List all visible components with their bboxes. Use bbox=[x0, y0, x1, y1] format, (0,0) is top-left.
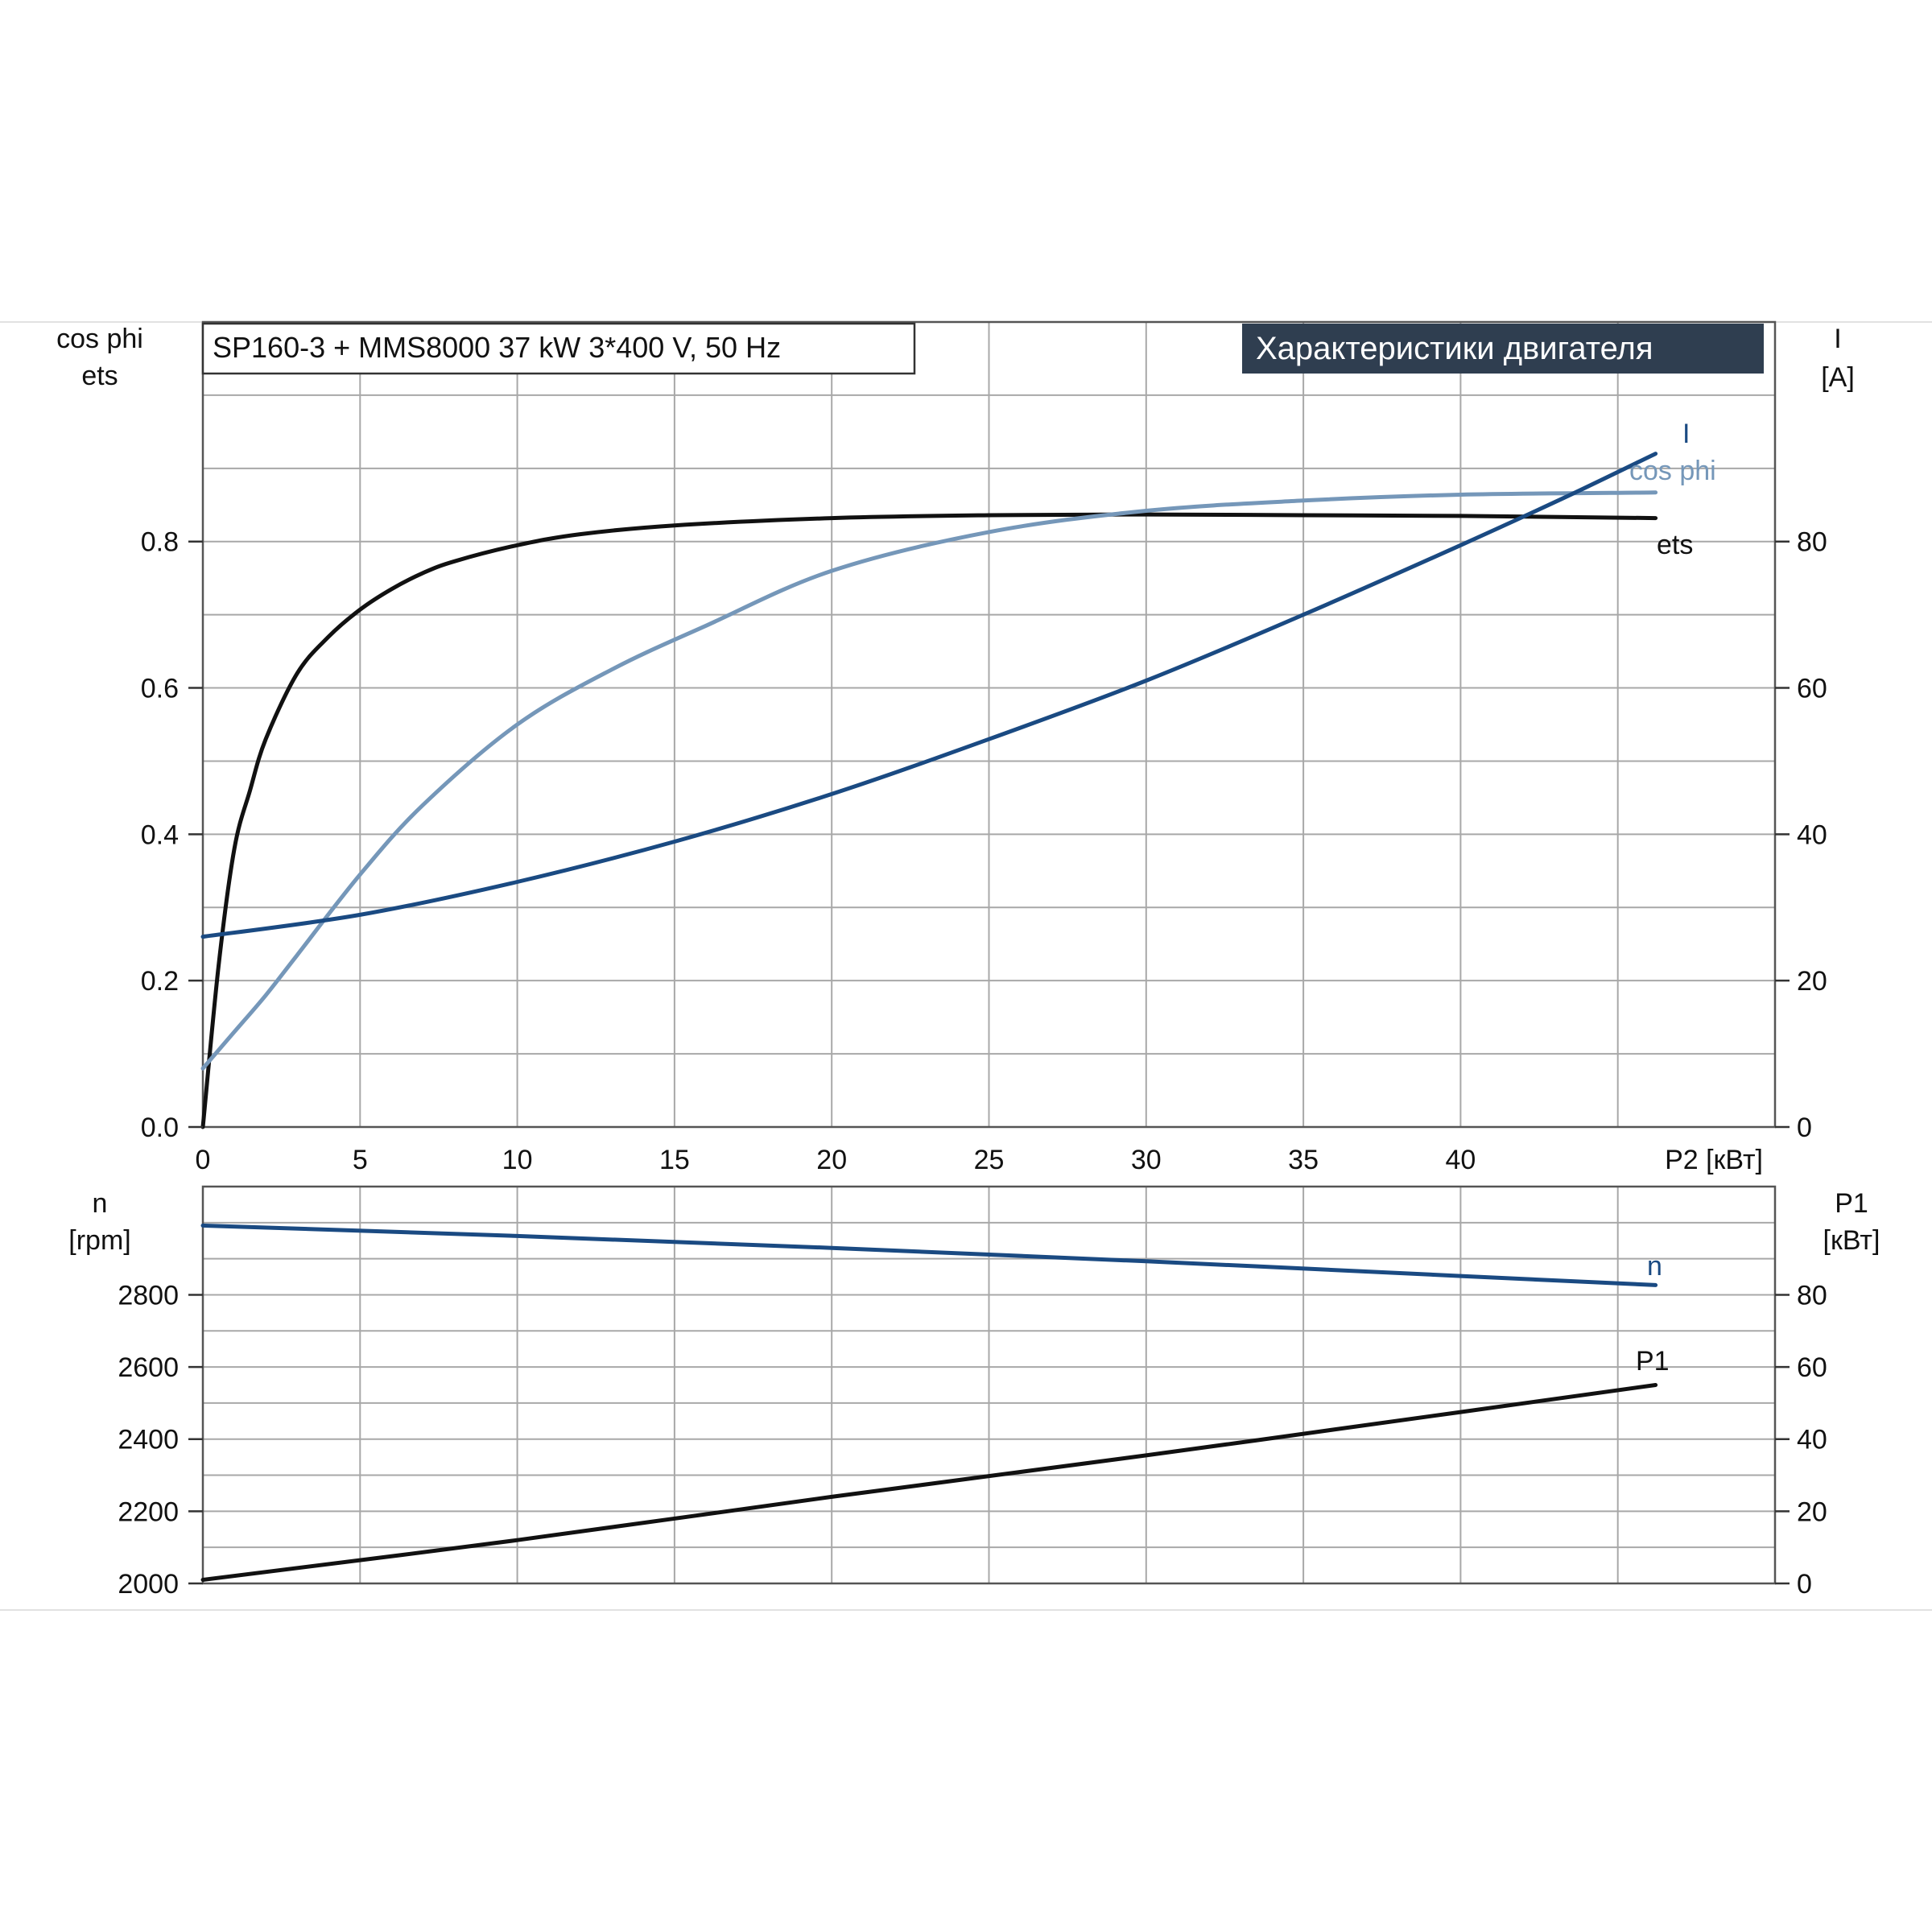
right-tick-label: 20 bbox=[1797, 966, 1827, 997]
bottom-plot-series bbox=[200, 1223, 1658, 1582]
bottom-left-tick-label: 2000 bbox=[118, 1569, 179, 1600]
right-axis-label-i: I bbox=[1834, 324, 1841, 354]
top-plot-grid bbox=[203, 322, 1775, 1127]
bottom-right-tick-label: 0 bbox=[1797, 1569, 1812, 1600]
right-tick-label: 80 bbox=[1797, 527, 1827, 558]
x-tick-label: 25 bbox=[974, 1145, 1005, 1175]
bottom-right-tick-label: 80 bbox=[1797, 1280, 1827, 1311]
tick-labels: 0 5 10 15 20 25 30 35 40 0.0 0.2 0.4 0.6 0.8 0 20 40 60 80… bbox=[118, 527, 1827, 1600]
x-tick-label: 15 bbox=[659, 1145, 690, 1175]
left-axis-label-cosphi: cos phi bbox=[56, 324, 143, 354]
x-tick-label: 30 bbox=[1131, 1145, 1162, 1175]
chart-title: Характеристики двигателя bbox=[1256, 331, 1653, 366]
series-line-cos-phi bbox=[200, 490, 1658, 1071]
top-plot-frame bbox=[201, 320, 1777, 1129]
bottom-right-tick-label: 60 bbox=[1797, 1352, 1827, 1383]
bottom-left-axis-label-rpm: [rpm] bbox=[68, 1225, 130, 1256]
x-tick-label: 40 bbox=[1445, 1145, 1476, 1175]
right-tick-label: 60 bbox=[1797, 674, 1827, 704]
bottom-right-tick-label: 40 bbox=[1797, 1425, 1827, 1455]
left-tick-label: 0.8 bbox=[141, 527, 179, 558]
x-tick-label: 0 bbox=[196, 1145, 211, 1175]
bottom-plot-frame bbox=[201, 1185, 1777, 1585]
x-axis-label: P2 [кВт] bbox=[1665, 1145, 1763, 1175]
right-axis-label-a: [A] bbox=[1821, 362, 1855, 393]
bottom-left-tick-label: 2400 bbox=[118, 1425, 179, 1455]
left-tick-label: 0.4 bbox=[141, 819, 179, 850]
left-tick-label: 0.2 bbox=[141, 966, 179, 997]
series-label-i: I bbox=[1682, 419, 1690, 449]
series-label-p1: P1 bbox=[1636, 1346, 1670, 1377]
bottom-left-tick-label: 2600 bbox=[118, 1352, 179, 1383]
series-line-I bbox=[200, 452, 1658, 939]
series-line-P1 bbox=[200, 1383, 1658, 1582]
series-label-cosphi: cos phi bbox=[1629, 456, 1716, 486]
bottom-left-tick-label: 2200 bbox=[118, 1496, 179, 1527]
left-tick-label: 0.6 bbox=[141, 674, 179, 704]
bottom-right-axis-label-kw: [кВт] bbox=[1823, 1225, 1880, 1256]
title-box bbox=[1242, 324, 1764, 374]
bottom-left-tick-label: 2800 bbox=[118, 1280, 179, 1311]
left-tick-label: 0.0 bbox=[141, 1113, 179, 1143]
x-tick-label: 20 bbox=[816, 1145, 847, 1175]
top-plot-series bbox=[200, 452, 1658, 1129]
bottom-left-axis-label-n: n bbox=[93, 1188, 108, 1219]
x-tick-label: 35 bbox=[1288, 1145, 1319, 1175]
series-line-ets bbox=[200, 512, 1658, 1129]
series-label-n: n bbox=[1647, 1251, 1662, 1282]
bottom-right-tick-label: 20 bbox=[1797, 1496, 1827, 1527]
right-tick-label: 0 bbox=[1797, 1113, 1812, 1143]
bottom-right-axis-label-p1: P1 bbox=[1835, 1188, 1868, 1219]
x-tick-label: 10 bbox=[502, 1145, 533, 1175]
series-label-ets: ets bbox=[1657, 530, 1693, 560]
series-line-n bbox=[200, 1223, 1658, 1287]
chart-subtitle: SP160-3 + MMS8000 37 kW 3*400 V, 50 Hz bbox=[213, 331, 781, 364]
right-tick-label: 40 bbox=[1797, 819, 1827, 850]
left-axis-label-ets: ets bbox=[81, 361, 118, 391]
subtitle-box bbox=[201, 322, 916, 375]
x-tick-label: 5 bbox=[353, 1145, 368, 1175]
